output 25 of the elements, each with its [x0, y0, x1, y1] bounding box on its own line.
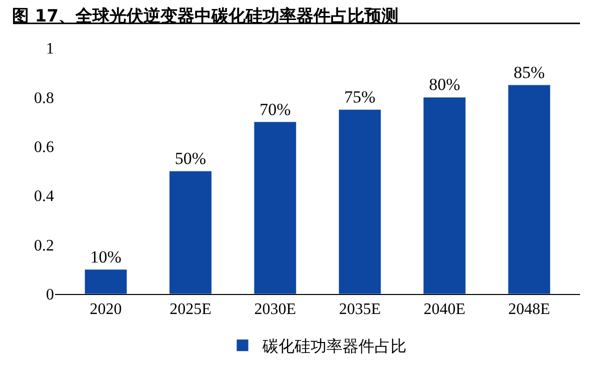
x-tick-label: 2025E	[170, 301, 212, 318]
x-tick-label: 2040E	[424, 301, 466, 318]
x-tick-label: 2020	[90, 301, 122, 318]
bar	[84, 269, 128, 294]
data-label: 50%	[174, 149, 206, 168]
data-label: 70%	[260, 100, 291, 119]
x-tick-label: 2035E	[338, 301, 381, 318]
y-tick-label: 0.8	[34, 90, 54, 107]
data-label: 80%	[428, 75, 460, 94]
data-label: 10%	[90, 247, 122, 266]
y-tick-label: 0.6	[34, 139, 54, 156]
y-tick-label: 0.2	[34, 237, 54, 254]
data-label: 85%	[514, 62, 545, 82]
bar	[254, 122, 297, 294]
y-tick-label: 0.4	[34, 188, 54, 206]
bar	[423, 96, 466, 294]
data-label: 75%	[344, 88, 376, 106]
bar	[338, 109, 382, 294]
y-tick-label: 1	[46, 40, 54, 58]
bar	[508, 84, 551, 294]
bar	[169, 170, 212, 294]
x-tick-label: 2030E	[254, 301, 296, 318]
legend-label: 碳化硅功率器件占比	[262, 338, 406, 356]
x-tick-label: 2048E	[508, 301, 550, 318]
y-tick-label: 0	[46, 286, 54, 304]
